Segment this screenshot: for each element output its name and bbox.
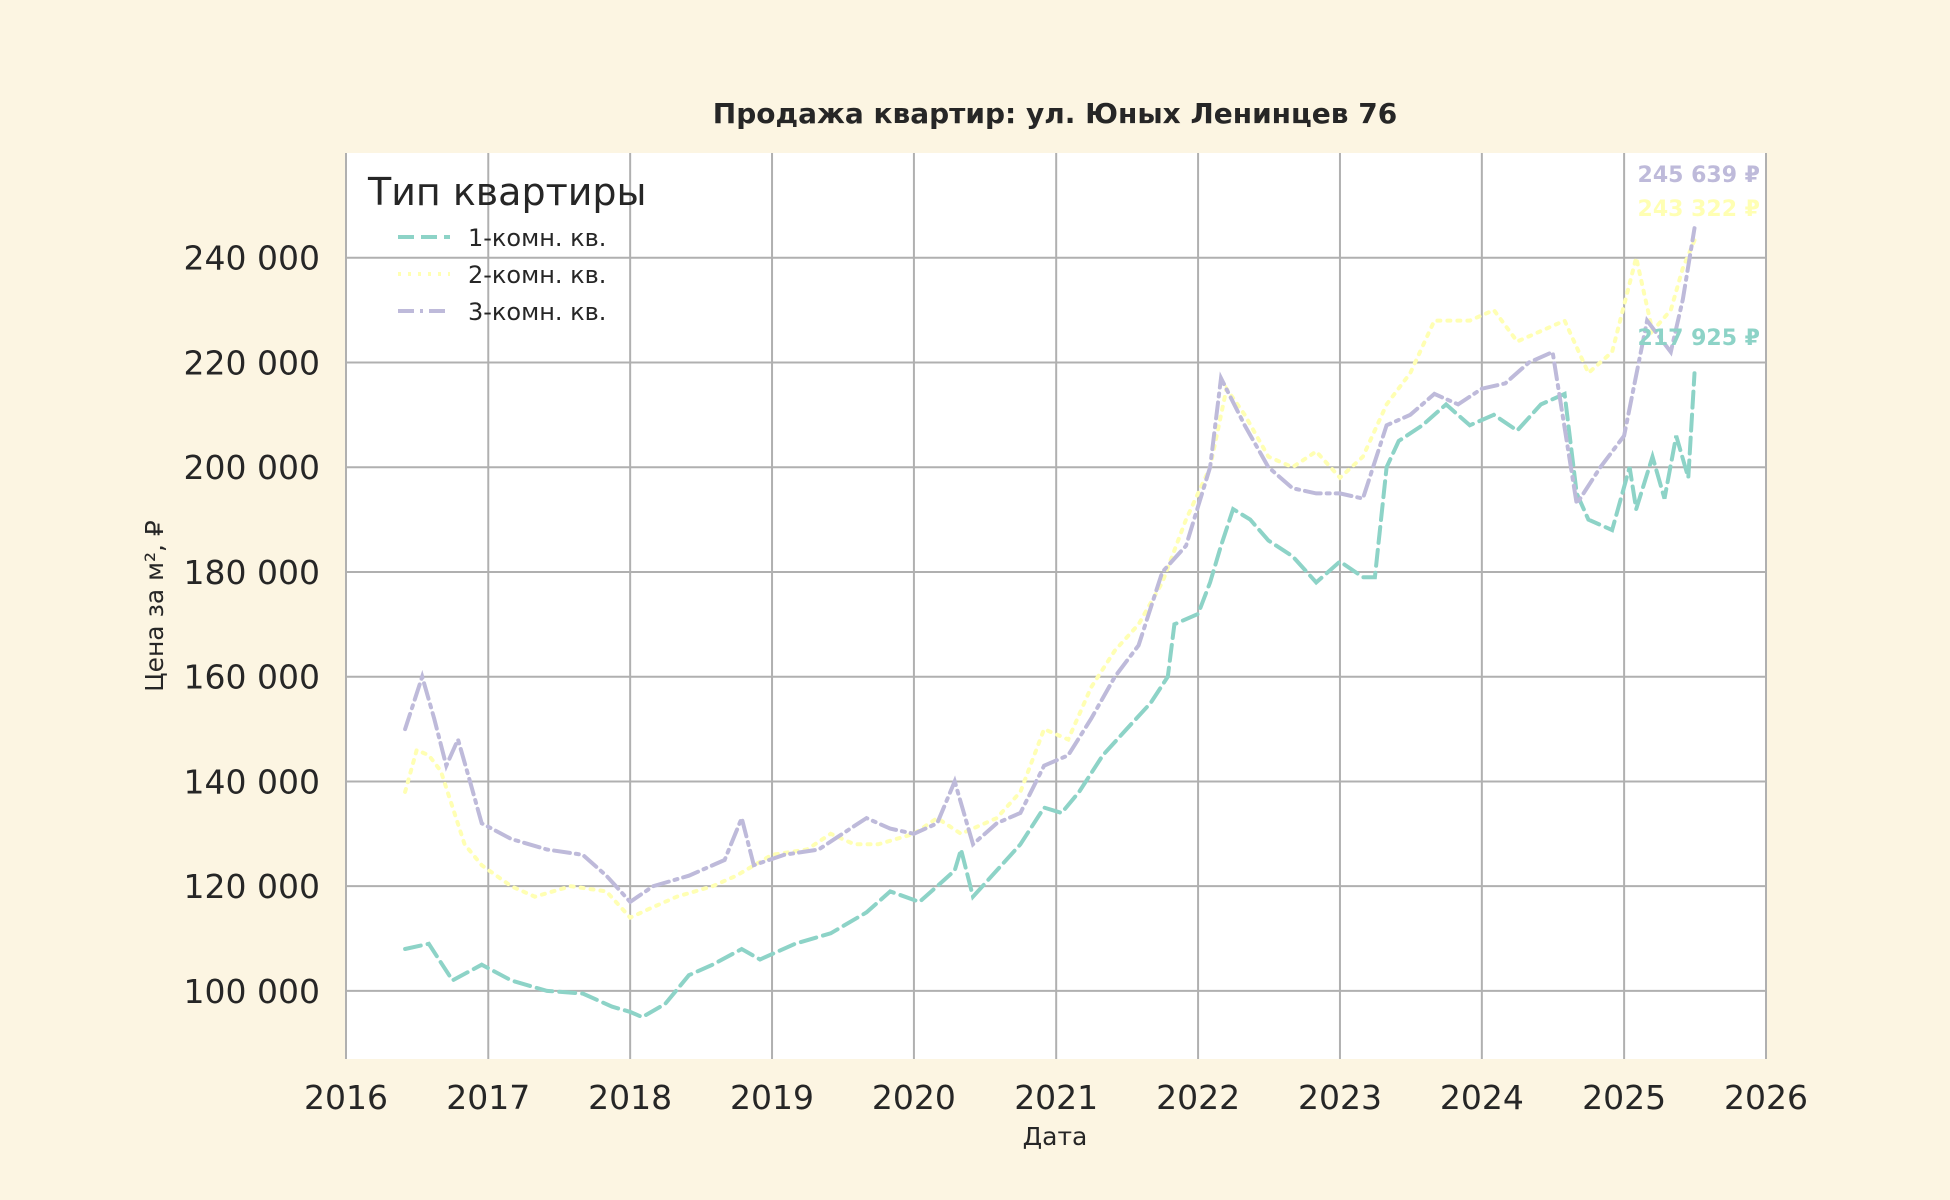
y-tick-label: 200 000 (184, 448, 320, 487)
x-tick-label: 2019 (730, 1078, 814, 1117)
series-line-3 (403, 226, 1697, 905)
series-line-1 (403, 371, 1697, 1020)
end-label-series-2: 243 322 ₽ (1638, 197, 1760, 222)
legend: Тип квартиры 1-комн. кв. 2-комн. кв. 3-ком… (367, 170, 647, 326)
y-tick-label: 180 000 (184, 553, 320, 592)
y-tick-label: 100 000 (184, 972, 320, 1011)
y-axis-ticks: 100 000 120 000 140 000 160 000 180 000 200 0… (184, 239, 320, 1011)
x-tick-label: 2026 (1724, 1078, 1808, 1117)
chart-title: Продажа квартир: ул. Юных Ленинцев 76 (713, 97, 1397, 130)
legend-label-2: 2-комн. кв. (468, 261, 606, 289)
series-line-2 (403, 238, 1697, 921)
x-tick-label: 2025 (1582, 1078, 1666, 1117)
y-tick-label: 140 000 (184, 762, 320, 801)
x-tick-label: 2023 (1298, 1078, 1382, 1117)
end-label-series-1: 217 925 ₽ (1638, 326, 1760, 351)
x-tick-label: 2021 (1014, 1078, 1098, 1117)
y-tick-label: 160 000 (184, 658, 320, 697)
x-tick-label: 2018 (588, 1078, 672, 1117)
series-layer (403, 226, 1697, 1020)
x-tick-label: 2024 (1440, 1078, 1524, 1117)
y-axis-label: Цена за м², ₽ (140, 520, 169, 692)
legend-label-1: 1-комн. кв. (468, 224, 606, 252)
legend-title: Тип квартиры (367, 170, 647, 214)
y-tick-label: 220 000 (184, 343, 320, 382)
x-tick-label: 2020 (872, 1078, 956, 1117)
end-label-series-3: 245 639 ₽ (1638, 163, 1760, 188)
x-tick-label: 2022 (1156, 1078, 1240, 1117)
y-tick-label: 120 000 (184, 867, 320, 906)
end-labels: 217 925 ₽ 243 322 ₽ 245 639 ₽ (1638, 163, 1760, 351)
x-axis-ticks: 2016 2017 2018 2019 2020 2021 2022 2023 2024 2025… (304, 1078, 1808, 1117)
y-tick-label: 240 000 (184, 239, 320, 278)
x-tick-label: 2017 (446, 1078, 530, 1117)
x-axis-label: Дата (1023, 1122, 1088, 1151)
x-tick-label: 2016 (304, 1078, 388, 1117)
legend-label-3: 3-комн. кв. (468, 298, 606, 326)
grid-lines (345, 153, 1767, 1059)
